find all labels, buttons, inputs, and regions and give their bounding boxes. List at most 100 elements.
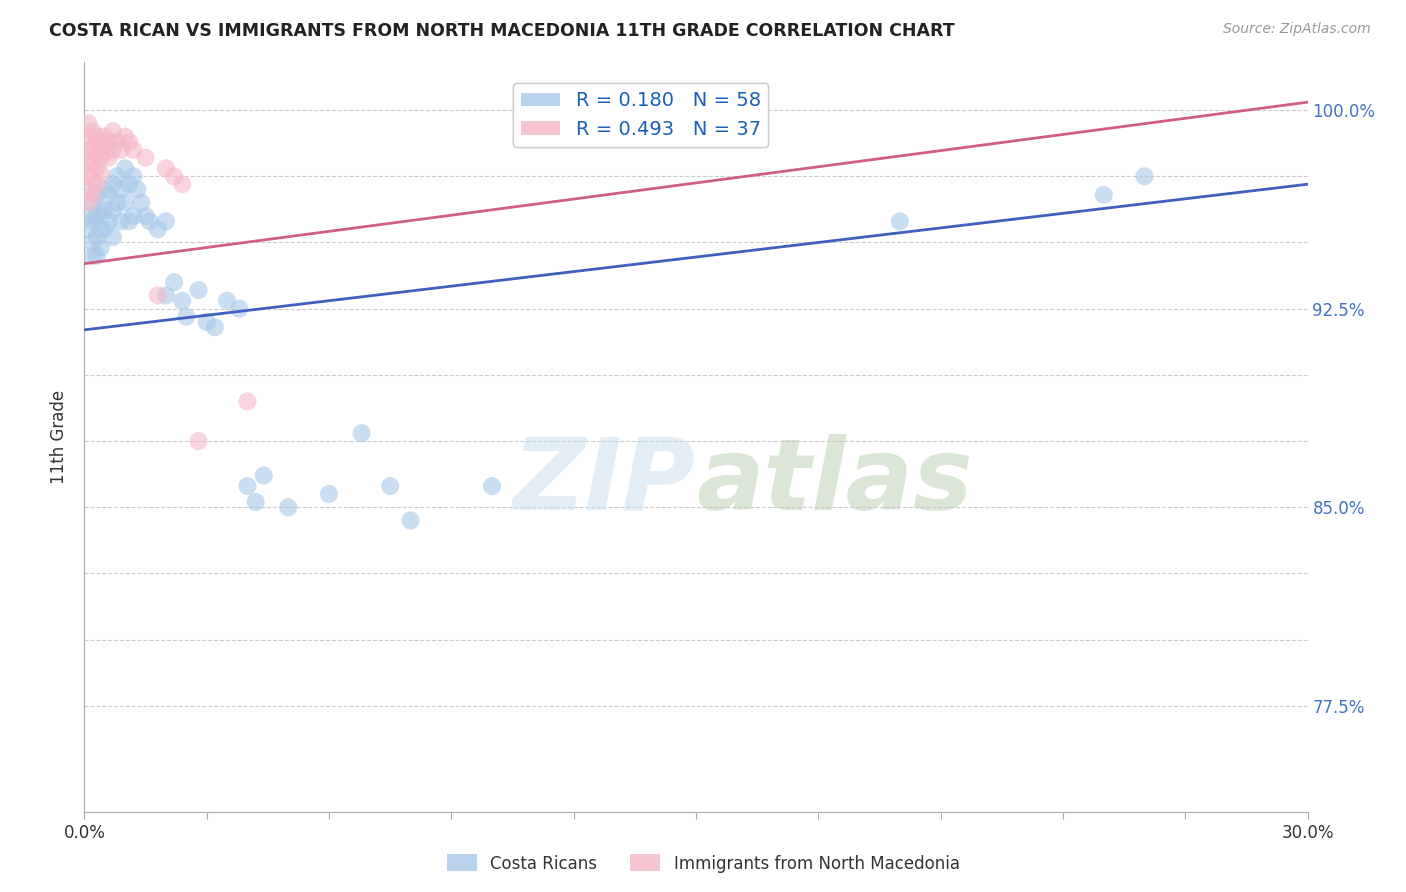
Legend: R = 0.180   N = 58, R = 0.493   N = 37: R = 0.180 N = 58, R = 0.493 N = 37 — [513, 83, 769, 146]
Point — [399, 513, 422, 527]
Point — [174, 310, 197, 324]
Point — [97, 135, 120, 149]
Point — [163, 169, 186, 184]
Text: atlas: atlas — [696, 434, 973, 531]
Point — [77, 116, 100, 130]
Point — [101, 178, 124, 192]
Point — [77, 156, 100, 170]
Point — [82, 172, 104, 186]
Point — [86, 145, 108, 160]
Point — [77, 129, 100, 144]
Point — [155, 214, 177, 228]
Point — [82, 214, 104, 228]
Point — [481, 479, 503, 493]
Point — [86, 161, 108, 176]
Point — [77, 182, 100, 196]
Point — [97, 151, 120, 165]
Point — [122, 143, 145, 157]
Point — [110, 214, 132, 228]
Point — [97, 214, 120, 228]
Point — [77, 195, 100, 210]
Point — [114, 161, 136, 176]
Point — [135, 151, 157, 165]
Point — [77, 143, 100, 157]
Point — [105, 195, 128, 210]
Point — [228, 301, 250, 316]
Point — [163, 275, 186, 289]
Point — [380, 479, 402, 493]
Point — [93, 222, 115, 236]
Point — [1092, 187, 1115, 202]
Point — [82, 235, 104, 250]
Point — [195, 315, 218, 329]
Text: Source: ZipAtlas.com: Source: ZipAtlas.com — [1223, 22, 1371, 37]
Point — [245, 495, 267, 509]
Point — [318, 487, 340, 501]
Point — [90, 241, 112, 255]
Point — [82, 187, 104, 202]
Point — [889, 214, 911, 228]
Point — [82, 156, 104, 170]
Point — [82, 124, 104, 138]
Point — [86, 187, 108, 202]
Point — [172, 293, 194, 308]
Point — [110, 182, 132, 196]
Point — [350, 426, 373, 441]
Point — [122, 209, 145, 223]
Legend: Costa Ricans, Immigrants from North Macedonia: Costa Ricans, Immigrants from North Mace… — [440, 847, 966, 880]
Point — [118, 214, 141, 228]
Point — [90, 203, 112, 218]
Point — [187, 434, 209, 448]
Point — [77, 209, 100, 223]
Point — [86, 209, 108, 223]
Point — [155, 288, 177, 302]
Point — [82, 249, 104, 263]
Point — [86, 178, 108, 192]
Point — [118, 178, 141, 192]
Point — [217, 293, 239, 308]
Point — [253, 468, 276, 483]
Point — [93, 182, 115, 196]
Point — [236, 394, 259, 409]
Point — [101, 230, 124, 244]
Point — [82, 140, 104, 154]
Point — [86, 249, 108, 263]
Point — [131, 195, 153, 210]
Point — [187, 283, 209, 297]
Point — [172, 178, 194, 192]
Point — [90, 167, 112, 181]
Point — [105, 169, 128, 184]
Point — [236, 479, 259, 493]
Point — [135, 209, 157, 223]
Point — [93, 203, 115, 218]
Text: ZIP: ZIP — [513, 434, 696, 531]
Point — [118, 135, 141, 149]
Point — [101, 124, 124, 138]
Point — [122, 169, 145, 184]
Point — [101, 143, 124, 157]
Point — [204, 320, 226, 334]
Point — [114, 129, 136, 144]
Point — [77, 222, 100, 236]
Point — [110, 143, 132, 157]
Point — [114, 195, 136, 210]
Point — [138, 214, 160, 228]
Point — [1133, 169, 1156, 184]
Point — [101, 203, 124, 218]
Point — [97, 187, 120, 202]
Point — [90, 222, 112, 236]
Point — [90, 135, 112, 149]
Y-axis label: 11th Grade: 11th Grade — [51, 390, 69, 484]
Point — [86, 129, 108, 144]
Point — [146, 222, 169, 236]
Point — [105, 135, 128, 149]
Text: COSTA RICAN VS IMMIGRANTS FROM NORTH MACEDONIA 11TH GRADE CORRELATION CHART: COSTA RICAN VS IMMIGRANTS FROM NORTH MAC… — [49, 22, 955, 40]
Point — [146, 288, 169, 302]
Point — [127, 182, 149, 196]
Point — [82, 195, 104, 210]
Point — [93, 129, 115, 144]
Point — [155, 161, 177, 176]
Point — [90, 151, 112, 165]
Point — [277, 500, 299, 515]
Point — [86, 230, 108, 244]
